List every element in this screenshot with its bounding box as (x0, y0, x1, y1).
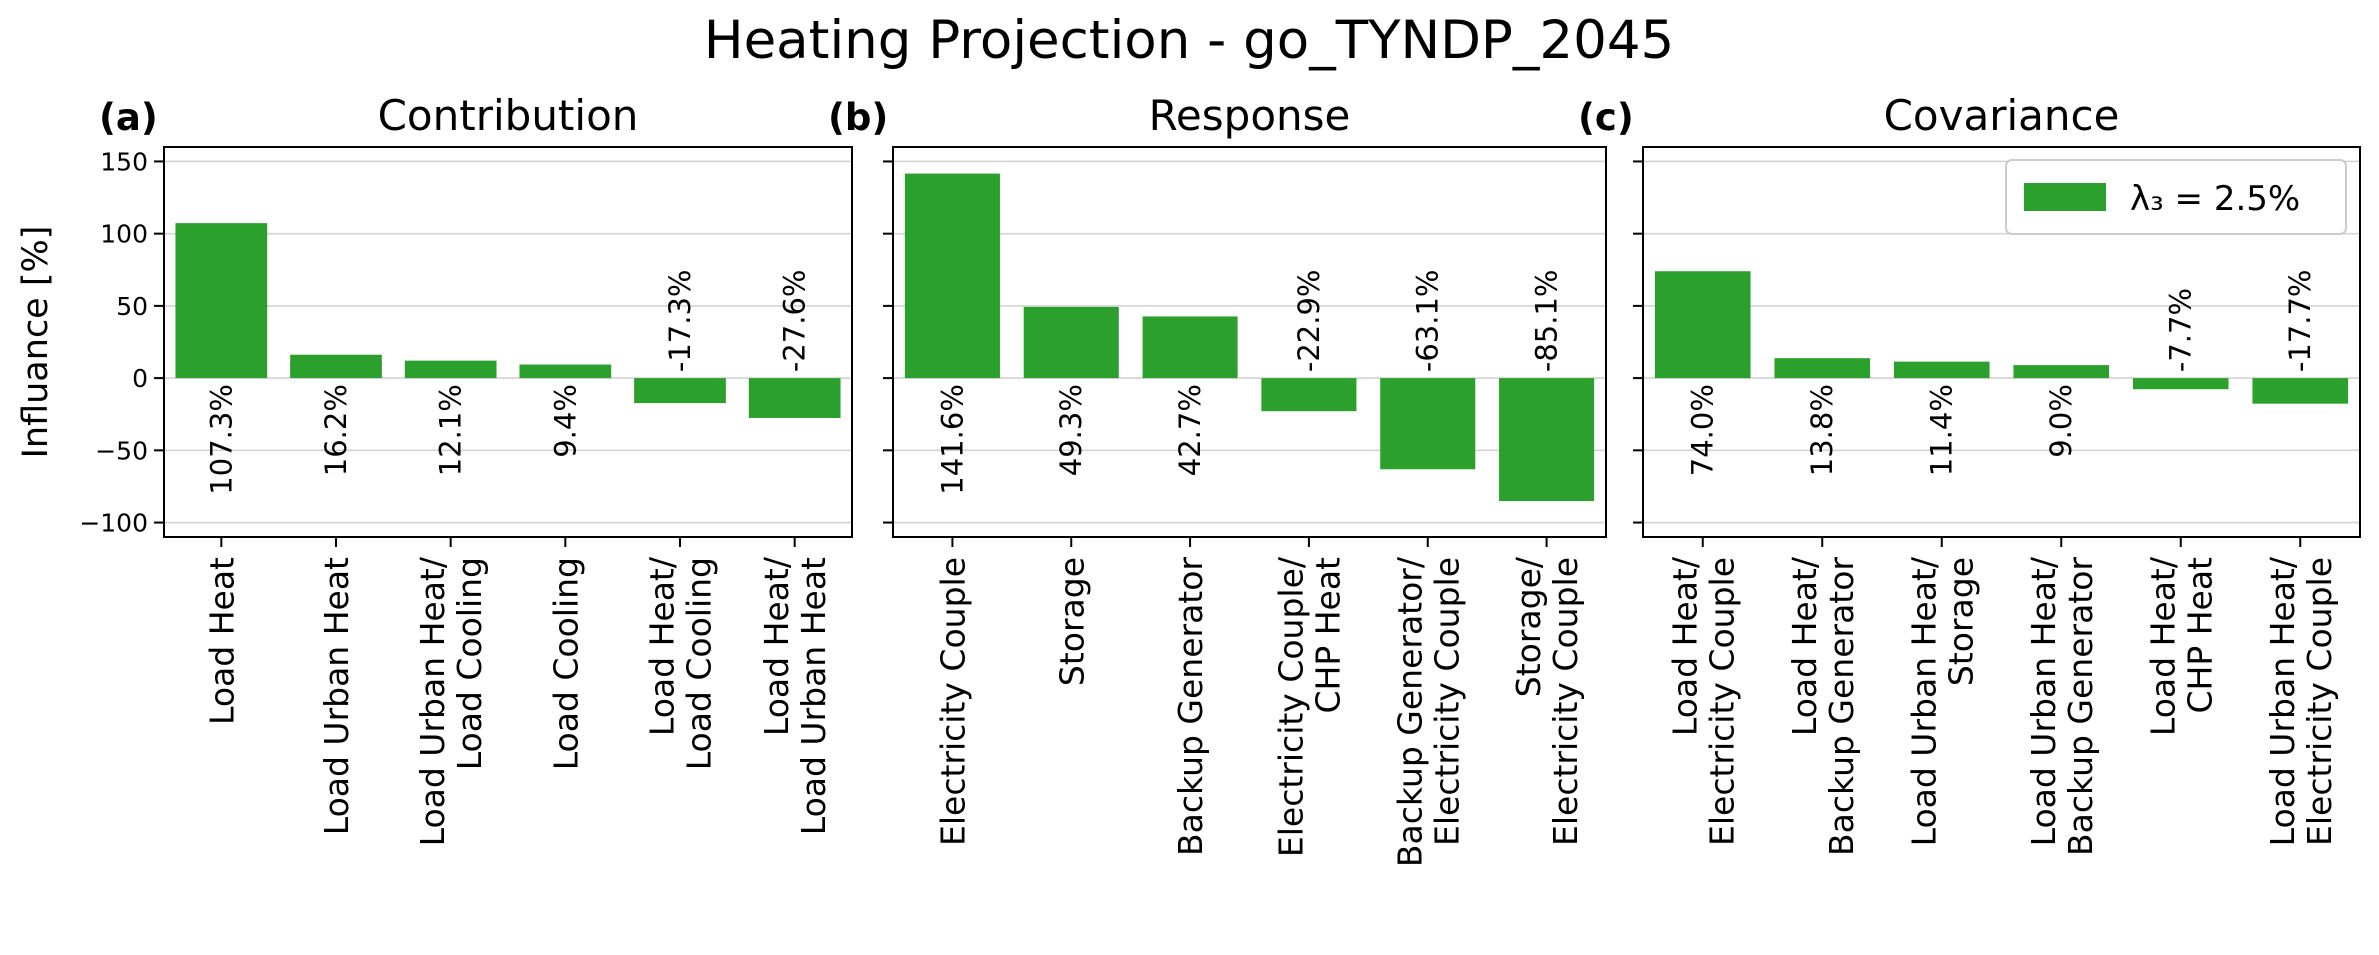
x-tick-label: Load Heat/Load Cooling (643, 556, 719, 770)
x-tick-label: Load Urban Heat/Storage (1904, 556, 1980, 846)
bar (904, 173, 1000, 379)
data-label: 13.8% (1805, 384, 1839, 476)
data-label: 42.7% (1173, 384, 1207, 476)
data-label: -17.7% (2283, 270, 2317, 373)
bar (2013, 365, 2110, 379)
legend-box (2005, 159, 2347, 235)
legend: λ₃ = 2.5% (2005, 159, 2347, 235)
bar (2252, 378, 2349, 404)
x-tick-label: Load Urban Heat (317, 557, 356, 835)
x-tick-label: Electricity Couple (933, 557, 972, 846)
bar (1654, 271, 1751, 379)
panel-title: Contribution (378, 91, 639, 140)
data-label: 9.0% (2044, 384, 2078, 458)
panel-2: 141.6% 49.3% 42.7% -22.9% -63.1% -85.1% Electr… (828, 91, 1607, 867)
x-tick-label: Electricity Couple/CHP Heat (1271, 556, 1347, 857)
data-label: 107.3% (204, 384, 238, 495)
bar (748, 378, 841, 418)
bar (290, 354, 382, 379)
y-tick-label: 0 (132, 364, 148, 393)
axes-frame (1642, 146, 2361, 538)
x-tick-label: Backup Generator (1171, 557, 1210, 856)
bar (1023, 306, 1119, 379)
bar (2132, 378, 2229, 390)
data-label: 9.4% (548, 384, 582, 458)
y-axis-label: Influance [%] (16, 226, 56, 459)
panel-title: Covariance (1884, 91, 2120, 140)
figure-title: Heating Projection - go_TYNDP_2045 (704, 10, 1675, 71)
chart-panels: 107.3% 16.2% 12.1% 9.4% -17.3% -27.6% 150 100 50… (16, 91, 2361, 867)
axes-frame (892, 146, 1607, 538)
x-tick-label: Storage/Electricity Couple (1509, 556, 1585, 846)
data-label: -63.1% (1411, 270, 1445, 373)
bar (175, 223, 268, 379)
y-tick-label: 50 (116, 292, 148, 321)
data-label: -27.6% (778, 270, 812, 373)
bar (1380, 378, 1476, 470)
axes-frame (163, 146, 853, 538)
panel-label: (a) (99, 96, 158, 139)
x-tick-label: Load Heat/Electricity Couple (1665, 556, 1741, 846)
bar (519, 364, 612, 379)
x-tick-label: Load Urban Heat/Electricity Couple (2263, 556, 2339, 846)
panel-title: Response (1149, 91, 1351, 140)
panel-label: (b) (828, 96, 888, 139)
bar (1893, 361, 1990, 379)
data-label: 49.3% (1054, 384, 1088, 476)
legend-label: λ₃ = 2.5% (2130, 179, 2300, 219)
y-tick-label: 150 (100, 147, 148, 176)
y-tick-label: 100 (100, 220, 148, 249)
legend-swatch (2024, 183, 2106, 211)
x-tick-label: Storage (1052, 557, 1091, 686)
y-tick-label: −100 (79, 509, 148, 538)
data-label: -7.7% (2164, 288, 2198, 372)
panel-1: 107.3% 16.2% 12.1% 9.4% -17.3% -27.6% 150 100 50… (79, 91, 853, 846)
x-tick-label: Load Urban Heat/Backup Generator (2024, 556, 2100, 856)
data-label: 16.2% (319, 384, 353, 476)
x-tick-label: Load Urban Heat/Load Cooling (413, 556, 489, 846)
bar (1499, 378, 1595, 502)
data-label: 12.1% (434, 384, 468, 476)
data-label: 11.4% (1925, 384, 1959, 476)
bar (1261, 378, 1357, 412)
y-tick-label: −50 (95, 436, 148, 465)
bar (1774, 358, 1871, 379)
data-label: -22.9% (1292, 270, 1326, 373)
data-label: -17.3% (663, 270, 697, 373)
x-tick-label: Load Cooling (546, 557, 585, 770)
data-label: -85.1% (1530, 270, 1564, 373)
data-label: 141.6% (935, 384, 969, 495)
x-tick-label: Load Heat/CHP Heat (2143, 556, 2219, 736)
bar (634, 378, 726, 404)
x-tick-label: Load Heat/Backup Generator (1785, 556, 1861, 856)
data-label: 74.0% (1686, 384, 1720, 476)
bar (404, 360, 497, 379)
x-tick-label: Load Heat (202, 557, 241, 725)
x-tick-label: Load Heat/Load Urban Heat (757, 556, 833, 835)
panel-3: 74.0% 13.8% 11.4% 9.0% -7.7% -17.7% Load Heat/… (1578, 91, 2361, 856)
bar (1142, 316, 1238, 379)
panel-label: (c) (1578, 96, 1634, 139)
x-tick-label: Backup Generator/Electricity Couple (1390, 556, 1466, 867)
